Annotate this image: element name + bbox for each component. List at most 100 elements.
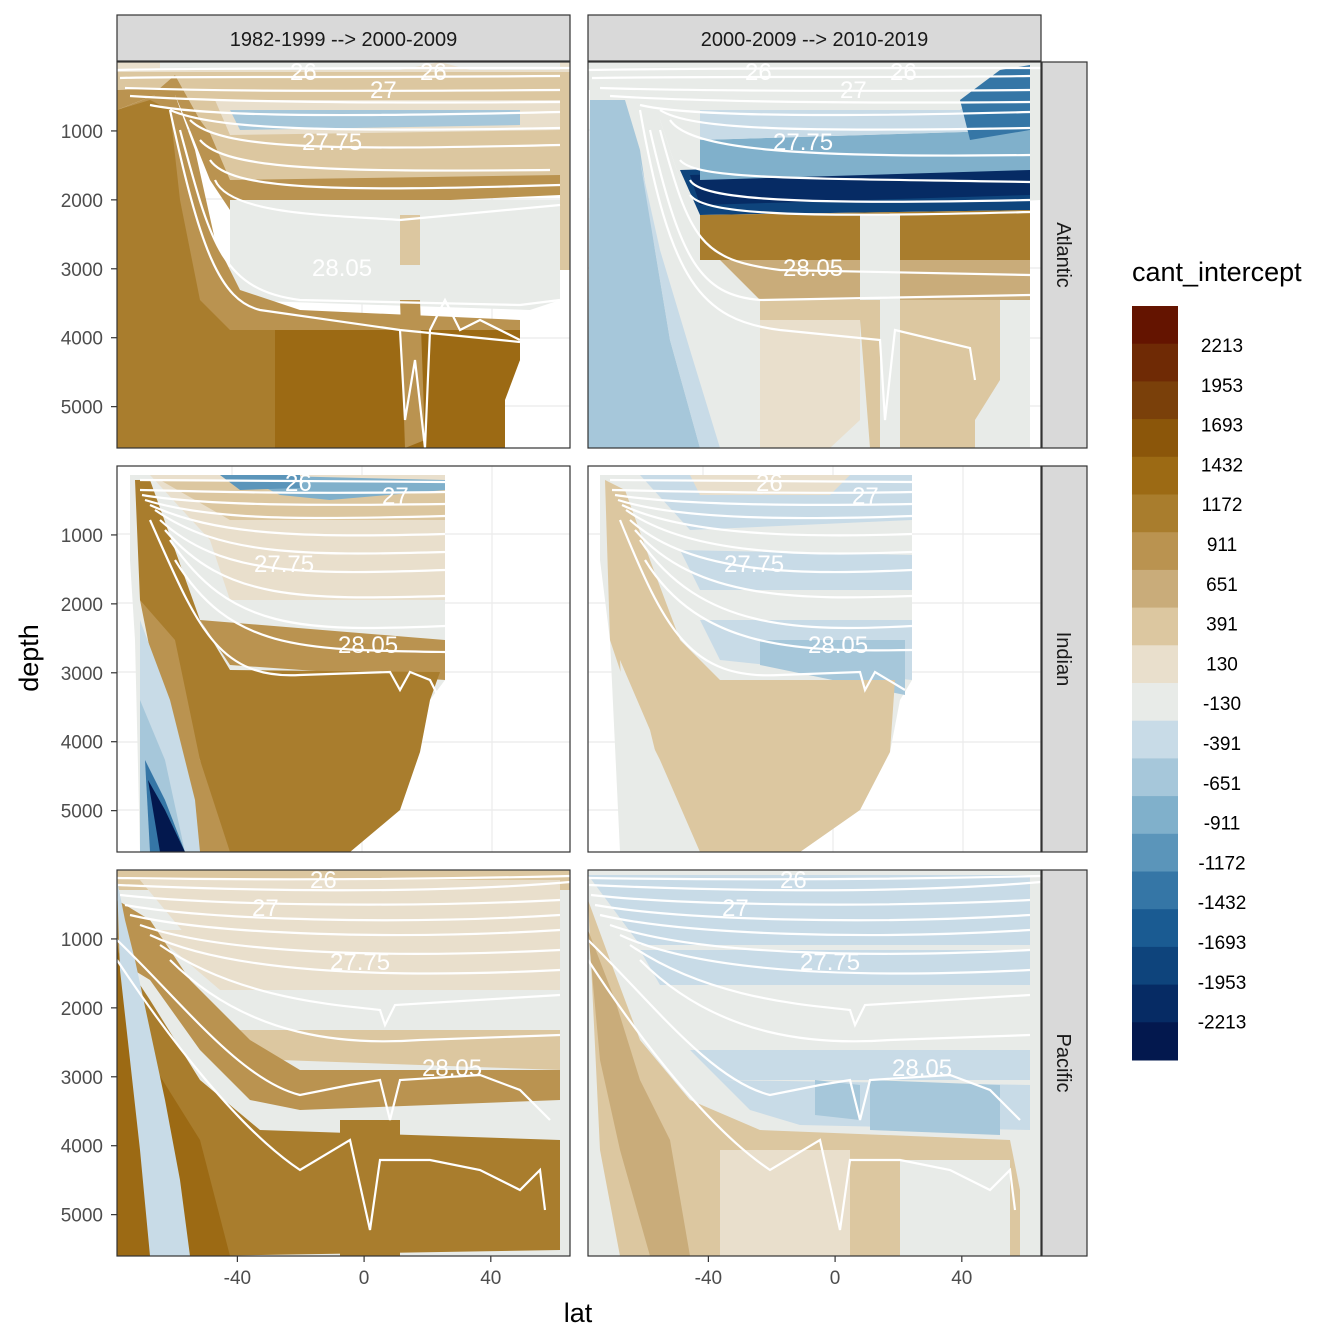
- legend-label: -130: [1203, 694, 1241, 715]
- contour-label: 26: [780, 867, 807, 894]
- x-axis-title: lat: [564, 1298, 593, 1328]
- column-strip-1: 1982-1999 --> 2000-2009: [116, 14, 571, 62]
- y-tick-label: 2000: [61, 191, 103, 212]
- contour-label: 28.05: [422, 1055, 482, 1082]
- contour-label: 26: [290, 59, 317, 86]
- row-strip-indian: Indian: [1041, 465, 1088, 853]
- contour-label: 27: [370, 77, 397, 104]
- isopycnals-pacific-2: [588, 874, 1041, 1231]
- legend-label: -911: [1204, 814, 1241, 835]
- row-strip-atlantic-label: Atlantic: [1052, 222, 1074, 288]
- legend-label: 1172: [1202, 495, 1243, 516]
- panel-atlantic-2000: 26 26 27 27.75 28.05: [587, 59, 1042, 449]
- row-strip-pacific-label: Pacific: [1052, 1034, 1074, 1093]
- x-tick-label: -40: [695, 1268, 722, 1289]
- field-indian-2: [600, 475, 912, 852]
- column-strip-2: 2000-2009 --> 2010-2019: [587, 14, 1042, 62]
- contour-label: 27.75: [330, 949, 390, 976]
- y-tick-label: 1000: [61, 526, 103, 547]
- contour-labels-atlantic-2: 26 26 27 27.75 28.05: [745, 59, 917, 282]
- legend-label: 130: [1206, 654, 1238, 675]
- y-tick-label: 2000: [61, 595, 103, 616]
- legend-swatch: [1132, 984, 1178, 1023]
- contour-label: 27.75: [724, 551, 784, 578]
- field-atlantic-2: [588, 62, 1041, 448]
- y-tick-label: 1000: [61, 122, 103, 143]
- isopycnals-indian-1: [139, 478, 446, 701]
- legend-swatch: [1132, 569, 1178, 609]
- contour-label: 28.05: [338, 632, 398, 659]
- contour-label: 28.05: [892, 1055, 952, 1082]
- contour-label: 27: [252, 895, 279, 922]
- contour-label: 27: [722, 895, 749, 922]
- legend-swatch: [1132, 532, 1178, 571]
- legend-label: -651: [1203, 774, 1241, 795]
- y-tick-label: 5000: [61, 1206, 103, 1227]
- contour-label: 27.75: [773, 129, 833, 156]
- legend-swatch: [1132, 871, 1178, 910]
- row-strip-pacific: Pacific: [1041, 869, 1088, 1257]
- legend-title: cant_intercept: [1132, 257, 1302, 287]
- panel-atlantic-1982: 26 26 27 27.75 28.05: [116, 59, 571, 449]
- contour-label: 27.75: [800, 949, 860, 976]
- legend-label: 1693: [1201, 416, 1243, 437]
- y-tick-label: 3000: [61, 664, 103, 685]
- contour-labels-atlantic-1: 26 26 27 27.75 28.05: [290, 59, 447, 282]
- x-tick-label: 0: [359, 1268, 370, 1289]
- legend-swatch: [1132, 946, 1178, 986]
- legend-swatch: [1132, 683, 1178, 722]
- contour-labels-pacific-1: 26 27 27.75 28.05: [252, 867, 482, 1082]
- legend-swatch: [1132, 645, 1178, 684]
- panel-pacific-1982: 26 27 27.75 28.05: [116, 867, 571, 1257]
- contour-labels-indian-1: 26 27 27.75 28.05: [254, 470, 409, 659]
- legend-swatch: [1132, 343, 1178, 382]
- legend-label: -1693: [1198, 933, 1247, 954]
- y-tick-label: 1000: [61, 930, 103, 951]
- legend-swatch: [1132, 758, 1178, 797]
- row-strip-indian-label: Indian: [1052, 632, 1074, 687]
- legend-label: -1432: [1198, 893, 1247, 914]
- legend-swatch: [1132, 306, 1178, 345]
- x-tick-label: -40: [224, 1268, 251, 1289]
- legend-label: -391: [1203, 734, 1241, 755]
- legend-labels: 2213 1953 1693 1432 1172 911 651 391 130 -130 -391…: [1198, 336, 1247, 1034]
- legend-label: 391: [1206, 615, 1238, 636]
- contour-label: 28.05: [312, 255, 372, 282]
- legend-swatch: [1132, 796, 1178, 835]
- legend: cant_intercept 2213 1953 1693 1432 1172 911 65…: [1132, 257, 1302, 1061]
- contour-label: 27.75: [302, 129, 362, 156]
- legend-label: -1172: [1198, 853, 1245, 874]
- legend-swatch: [1132, 720, 1178, 759]
- legend-label: 2213: [1201, 336, 1243, 357]
- legend-label: 651: [1206, 575, 1238, 596]
- legend-swatch: [1132, 494, 1178, 533]
- row-strip-atlantic: Atlantic: [1041, 61, 1088, 449]
- y-tick-label: 4000: [61, 329, 103, 350]
- contour-label: 28.05: [808, 632, 868, 659]
- y-tick-label: 3000: [61, 1068, 103, 1089]
- legend-swatch: [1132, 833, 1178, 872]
- y-tick-label: 3000: [61, 260, 103, 281]
- y-tick-label: 5000: [61, 802, 103, 823]
- y-tick-label: 4000: [61, 733, 103, 754]
- legend-label: 1953: [1201, 376, 1243, 397]
- x-tick-label: 40: [480, 1268, 501, 1289]
- legend-swatch: [1132, 607, 1178, 646]
- legend-swatch: [1132, 1022, 1178, 1061]
- legend-colorbar: [1132, 306, 1178, 1061]
- contour-label: 26: [890, 59, 917, 86]
- isopycnals-pacific-1: [117, 874, 570, 1231]
- field-pacific-2: [588, 870, 1041, 1256]
- y-tick-label: 5000: [61, 398, 103, 419]
- x-axes: -40 0 40 -40 0 40: [224, 1256, 972, 1289]
- isopycnals-indian-2: [609, 478, 913, 693]
- y-axis-title: depth: [14, 624, 44, 692]
- panel-indian-1982: 26 27 27.75 28.05: [116, 465, 571, 853]
- legend-label: -2213: [1198, 1013, 1247, 1034]
- contour-labels-indian-2: 26 27 27.75 28.05: [724, 470, 879, 659]
- y-axes: 1000 2000 3000 4000 5000 1000 2000 3000 4000 5000…: [61, 122, 117, 1227]
- isopycnals-atlantic-1: [117, 66, 570, 448]
- contour-label: 26: [745, 59, 772, 86]
- x-tick-label: 40: [951, 1268, 972, 1289]
